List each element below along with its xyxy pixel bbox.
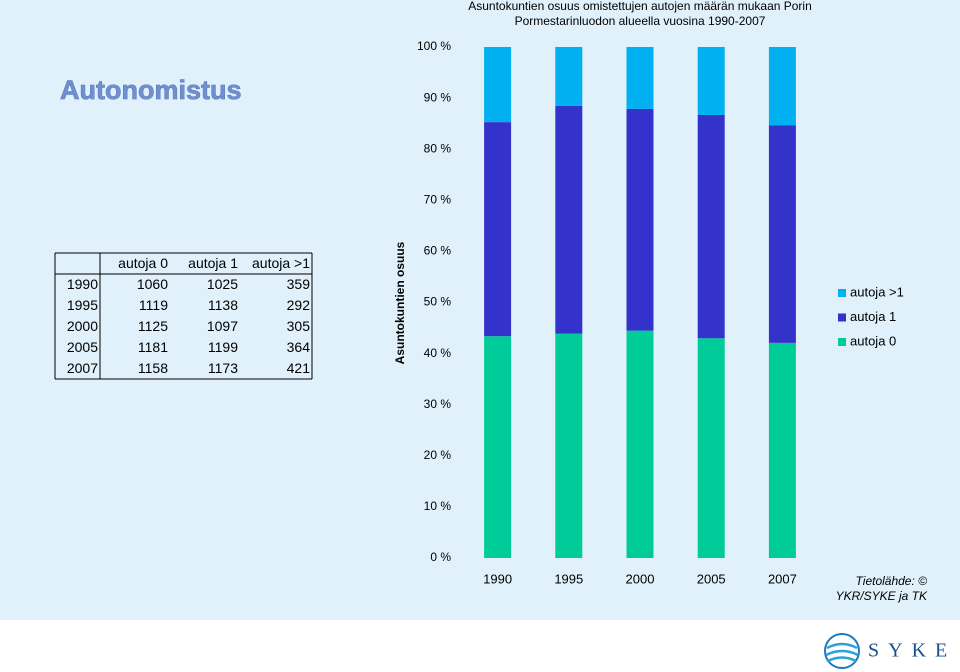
table-cell: 2000 <box>67 318 98 334</box>
x-tick-label: 1995 <box>554 571 583 586</box>
bar-segment <box>626 47 654 109</box>
y-tick-label: 40 % <box>424 346 452 360</box>
table-cell: 364 <box>287 339 311 355</box>
bar-segment <box>626 330 654 558</box>
table-cell: 1125 <box>138 318 168 334</box>
table-header: autoja >1 <box>252 255 310 271</box>
table-cell: 1097 <box>207 318 238 334</box>
y-tick-label: 80 % <box>424 141 452 155</box>
logo-ring <box>824 633 860 669</box>
y-tick-label: 30 % <box>424 397 452 411</box>
x-tick-label: 2007 <box>768 571 797 586</box>
bar-segment <box>697 47 725 115</box>
table-cell: 1199 <box>208 339 238 355</box>
y-tick-label: 20 % <box>424 448 452 462</box>
logo-waves <box>825 642 859 663</box>
table-cell: 1181 <box>138 339 168 355</box>
legend-label: autoja 1 <box>850 309 896 324</box>
y-tick-label: 70 % <box>424 192 452 206</box>
x-tick-label: 2000 <box>626 571 655 586</box>
table-cell: 1025 <box>207 276 238 292</box>
x-tick-label: 2005 <box>697 571 726 586</box>
table-cell: 292 <box>287 297 311 313</box>
logo-text: SYKE <box>868 640 956 662</box>
bar-segment <box>626 108 654 331</box>
table-cell: 359 <box>287 276 311 292</box>
table-cell: 421 <box>287 360 311 376</box>
bar-segment <box>697 114 725 339</box>
slide-title: Autonomistus <box>60 75 242 105</box>
legend-swatch <box>838 338 846 346</box>
chart-title: Pormestarinluodon alueella vuosina 1990-… <box>515 14 766 28</box>
bar-segment <box>768 47 796 126</box>
table-cell: 305 <box>287 318 311 334</box>
bar-segment <box>484 122 512 337</box>
y-tick-label: 10 % <box>424 499 452 513</box>
source: YKR/SYKE ja TK <box>836 589 928 603</box>
table-cell: 1119 <box>139 297 168 313</box>
y-tick-label: 90 % <box>424 90 452 104</box>
legend-label: autoja 0 <box>850 333 896 348</box>
legend-swatch <box>838 313 846 322</box>
legend-label: autoja >1 <box>850 284 904 299</box>
y-tick-label: 60 % <box>424 244 452 258</box>
bar-segment <box>697 338 725 558</box>
y-tick-label: 0 % <box>430 550 451 564</box>
bar-segment <box>555 105 583 334</box>
table-cell: 2005 <box>67 339 98 355</box>
bar-segment <box>484 336 512 558</box>
table-cell: 1138 <box>208 297 238 313</box>
y-axis-title: Asuntokuntien osuus <box>393 241 407 364</box>
table-cell: 1158 <box>138 360 168 376</box>
bar-segment <box>768 125 796 343</box>
logo: SYKE <box>824 633 956 669</box>
table-cell: 1990 <box>67 276 98 292</box>
y-tick-label: 50 % <box>424 295 452 309</box>
table-cell: 1173 <box>208 360 238 376</box>
footer <box>0 620 960 672</box>
table-cell: 1995 <box>67 297 98 313</box>
source: Tietolähde: © <box>856 574 928 588</box>
bar-segment <box>768 342 796 558</box>
chart-title: Asuntokuntien osuus omistettujen autojen… <box>468 0 812 13</box>
background <box>0 0 960 620</box>
legend-swatch <box>838 289 846 297</box>
bar-segment <box>555 47 583 106</box>
bar-segment <box>555 333 583 558</box>
table-cell: 2007 <box>67 360 98 376</box>
y-tick-label: 100 % <box>417 39 451 53</box>
table-cell: 1060 <box>137 276 168 292</box>
table-header: autoja 1 <box>188 255 238 271</box>
bar-segment <box>484 47 512 123</box>
table-header: autoja 0 <box>118 255 168 271</box>
x-tick-label: 1990 <box>483 571 512 586</box>
